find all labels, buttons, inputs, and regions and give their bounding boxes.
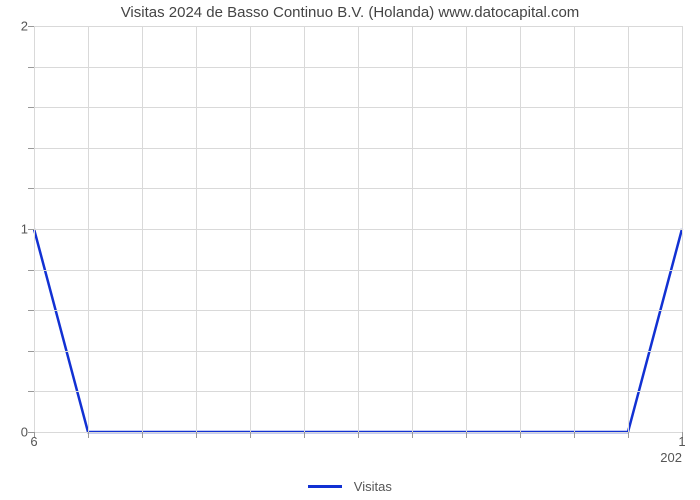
grid-line-horizontal bbox=[34, 229, 682, 230]
x-tick-mark bbox=[520, 432, 521, 438]
x-tick-mark bbox=[358, 432, 359, 438]
x-tick-mark bbox=[466, 432, 467, 438]
y-tick-mark bbox=[28, 148, 34, 149]
chart-title: Visitas 2024 de Basso Continuo B.V. (Hol… bbox=[0, 4, 700, 21]
grid-line-horizontal bbox=[34, 391, 682, 392]
y-tick-mark bbox=[28, 188, 34, 189]
legend-label: Visitas bbox=[354, 479, 392, 494]
y-tick-mark bbox=[28, 67, 34, 68]
x-tick-label: 6 bbox=[30, 432, 37, 449]
legend: Visitas bbox=[0, 478, 700, 494]
grid-line-horizontal bbox=[34, 26, 682, 27]
grid-line-horizontal bbox=[34, 351, 682, 352]
y-tick-mark bbox=[28, 391, 34, 392]
x-tick-mark bbox=[412, 432, 413, 438]
x-tick-mark bbox=[574, 432, 575, 438]
legend-swatch bbox=[308, 485, 342, 488]
x-tick-mark bbox=[250, 432, 251, 438]
x-tick-mark bbox=[304, 432, 305, 438]
plot-area: 01261202 bbox=[34, 26, 682, 432]
x-tick-mark bbox=[142, 432, 143, 438]
x-tick-mark bbox=[88, 432, 89, 438]
y-tick-mark bbox=[28, 351, 34, 352]
grid-line-horizontal bbox=[34, 67, 682, 68]
y-tick-label: 2 bbox=[21, 19, 34, 34]
grid-line-horizontal bbox=[34, 270, 682, 271]
grid-line-horizontal bbox=[34, 188, 682, 189]
grid-line-vertical bbox=[682, 26, 683, 432]
y-tick-mark bbox=[28, 270, 34, 271]
y-tick-label: 1 bbox=[21, 222, 34, 237]
x-tick-mark bbox=[628, 432, 629, 438]
grid-line-horizontal bbox=[34, 107, 682, 108]
y-tick-mark bbox=[28, 310, 34, 311]
chart-container: Visitas 2024 de Basso Continuo B.V. (Hol… bbox=[0, 0, 700, 500]
x-axis-sub-label: 202 bbox=[660, 432, 682, 465]
y-tick-mark bbox=[28, 107, 34, 108]
x-tick-mark bbox=[196, 432, 197, 438]
grid-line-horizontal bbox=[34, 148, 682, 149]
grid-line-horizontal bbox=[34, 310, 682, 311]
